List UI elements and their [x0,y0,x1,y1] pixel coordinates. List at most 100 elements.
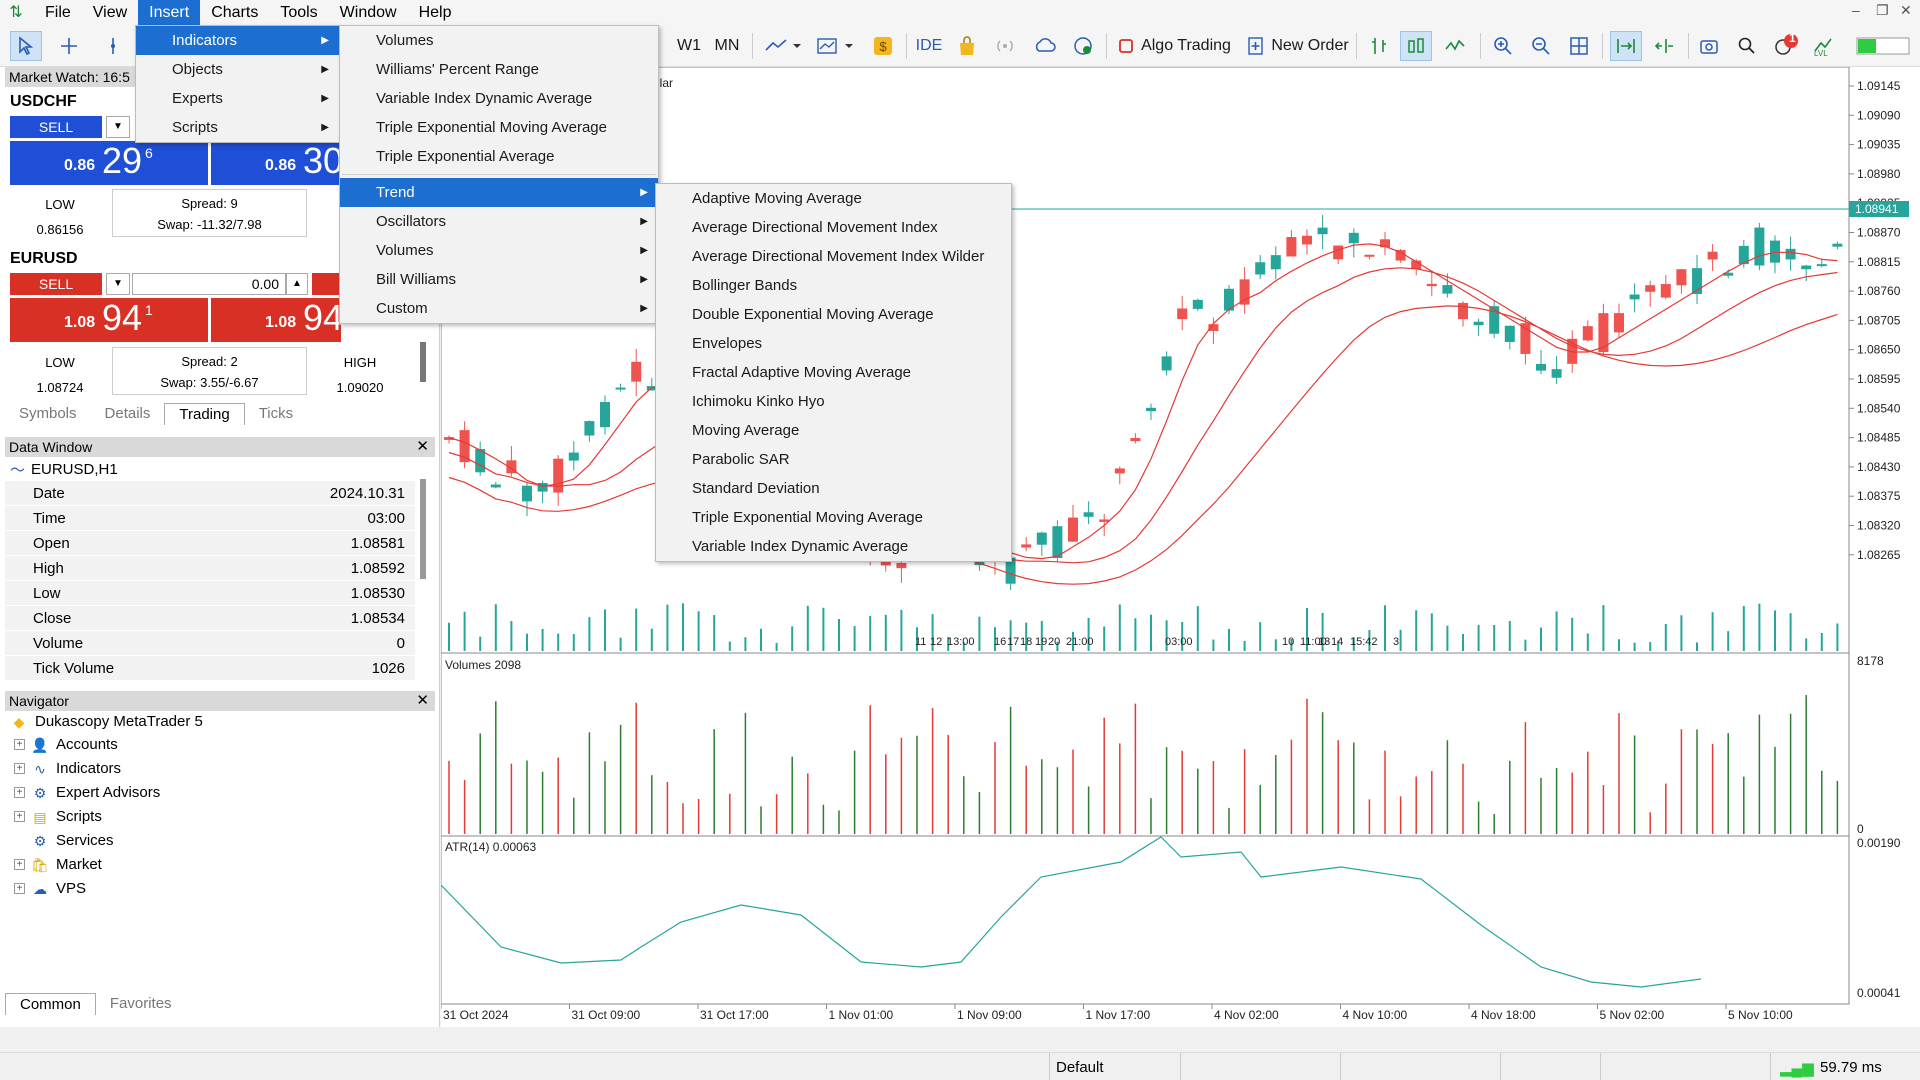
navigator-item-indicators[interactable]: + ∿ Indicators [14,760,121,777]
tab-trading[interactable]: Trading [164,403,245,425]
insert-menu-objects[interactable]: Objects ▶ [136,55,339,84]
data-window-scrollbar[interactable] [420,479,426,579]
tab-ticks[interactable]: Ticks [258,405,294,422]
chart-type-icon[interactable] [762,31,806,61]
minimize-icon[interactable]: – [1852,2,1860,18]
auto-scroll-icon[interactable] [1610,31,1642,61]
bar-chart-icon[interactable] [1364,31,1394,61]
indicator-group-volumes[interactable]: Volumes ▶ [340,236,658,265]
eurusd-sell-button[interactable]: SELL [10,273,102,295]
algo-trading-button[interactable]: Algo Trading [1141,37,1231,54]
insert-menu-experts[interactable]: Experts ▶ [136,84,339,113]
trend-menu-item[interactable]: Adaptive Moving Average [656,184,1011,213]
market-watch-scrollbar[interactable] [420,342,426,382]
search-icon[interactable] [1732,31,1762,61]
close-icon[interactable]: ✕ [1900,2,1912,18]
trend-menu-item[interactable]: Standard Deviation [656,474,1011,503]
indicators-list-icon[interactable] [814,31,858,61]
indicator-group-oscillators[interactable]: Oscillators ▶ [340,207,658,236]
tab-details[interactable]: Details [104,405,151,422]
vps-cloud-icon[interactable] [1030,31,1060,61]
expand-icon[interactable]: + [14,787,25,798]
menu-tools[interactable]: Tools [280,4,318,21]
expand-icon[interactable]: + [14,739,25,750]
indicator-menu-item[interactable]: Triple Exponential Average [340,142,658,171]
eurusd-buy-price[interactable]: 1.08 94 [211,298,341,342]
tile-windows-icon[interactable] [1564,31,1594,61]
indicator-menu-item[interactable]: Variable Index Dynamic Average [340,84,658,113]
indicator-group-bill-williams[interactable]: Bill Williams ▶ [340,265,658,294]
indicator-menu-item[interactable]: Williams' Percent Range [340,55,658,84]
expand-icon[interactable]: + [14,883,25,894]
usdchf-buy-price[interactable]: 0.86 30 [211,141,341,185]
trend-menu-item[interactable]: Double Exponential Moving Average [656,300,1011,329]
trend-menu-item[interactable]: Moving Average [656,416,1011,445]
navigator-item-scripts[interactable]: + ▤ Scripts [14,808,102,825]
trend-menu-item[interactable]: Average Directional Movement Index Wilde… [656,242,1011,271]
tab-favorites[interactable]: Favorites [109,995,172,1012]
trend-menu-item[interactable]: Fractal Adaptive Moving Average [656,358,1011,387]
tab-symbols[interactable]: Symbols [19,405,77,422]
chart-shift-icon[interactable] [1648,31,1680,61]
expand-icon[interactable]: + [14,763,25,774]
trend-menu-item[interactable]: Ichimoku Kinko Hyo [656,387,1011,416]
screenshot-icon[interactable] [1694,31,1724,61]
navigator-close-icon[interactable]: ✕ [416,692,429,709]
expand-icon[interactable]: + [14,811,25,822]
vertical-line-icon[interactable] [100,31,126,61]
algo-trading-stop-icon[interactable] [1114,31,1138,61]
data-window-close-icon[interactable]: ✕ [416,438,429,455]
navigator-item-expert-advisors[interactable]: + ⚙ Expert Advisors [14,784,160,801]
menu-insert[interactable]: Insert [138,0,201,25]
usdchf-volume-dropdown-icon[interactable]: ▼ [106,116,130,138]
menu-file[interactable]: File [45,4,71,21]
community-icon[interactable] [1068,31,1098,61]
market-bag-icon[interactable] [952,31,982,61]
navigator-item-accounts[interactable]: + 👤 Accounts [14,736,118,753]
new-order-icon[interactable] [1244,31,1268,61]
crosshair-icon[interactable] [54,31,84,61]
zoom-in-icon[interactable] [1488,31,1518,61]
trend-menu-item[interactable]: Average Directional Movement Index [656,213,1011,242]
insert-menu-scripts[interactable]: Scripts ▶ [136,113,339,142]
new-order-button[interactable]: New Order [1271,37,1349,54]
indicator-group-trend[interactable]: Trend ▶ [340,178,658,207]
navigator-item-vps[interactable]: + ☁ VPS [14,880,86,897]
menu-view[interactable]: View [92,4,128,21]
navigator-item-services[interactable]: ⚙ Services [14,832,114,849]
notifications-icon[interactable]: 1 [1770,31,1804,61]
insert-menu-indicators[interactable]: Indicators ▶ [136,26,339,55]
tab-common[interactable]: Common [5,993,96,1015]
profile-name[interactable]: Default [1056,1059,1104,1076]
indicator-group-custom[interactable]: Custom ▶ [340,294,658,323]
menu-charts[interactable]: Charts [211,4,259,21]
menu-window[interactable]: Window [339,4,397,21]
trend-menu-item[interactable]: Triple Exponential Moving Average [656,503,1011,532]
trend-menu-item[interactable]: Variable Index Dynamic Average [656,532,1011,561]
line-chart-icon[interactable] [1440,31,1470,61]
indicator-menu-item[interactable]: Volumes [340,26,658,55]
trend-menu-item[interactable]: Parabolic SAR [656,445,1011,474]
navigator-root[interactable]: ◆ Dukascopy MetaTrader 5 [10,713,203,730]
eurusd-volume-input[interactable]: 0.00 [132,273,286,295]
usdchf-sell-button[interactable]: SELL [10,116,102,138]
timeframe-mn[interactable]: MN [714,37,740,54]
trend-menu-item[interactable]: Envelopes [656,329,1011,358]
ide-button[interactable]: IDE [915,37,943,54]
signals-icon[interactable] [990,31,1020,61]
timeframe-w1[interactable]: W1 [677,37,701,54]
eurusd-buy-button[interactable] [312,273,341,295]
zoom-out-icon[interactable] [1526,31,1556,61]
dollar-icon[interactable]: $ [868,31,898,61]
eurusd-volume-up-icon[interactable]: ▲ [286,273,308,295]
indicator-menu-item[interactable]: Triple Exponential Moving Average [340,113,658,142]
eurusd-volume-down-icon[interactable]: ▼ [106,273,130,295]
navigator-item-market[interactable]: + 🛍 Market [14,856,102,873]
restore-icon[interactable]: ❐ [1876,2,1889,18]
usdchf-sell-price[interactable]: 0.86 29 6 [10,140,208,185]
menu-help[interactable]: Help [418,4,452,21]
cursor-icon[interactable] [10,31,42,61]
eurusd-sell-price[interactable]: 1.08 94 1 [10,297,208,342]
expand-icon[interactable]: + [14,859,25,870]
trend-menu-item[interactable]: Bollinger Bands [656,271,1011,300]
